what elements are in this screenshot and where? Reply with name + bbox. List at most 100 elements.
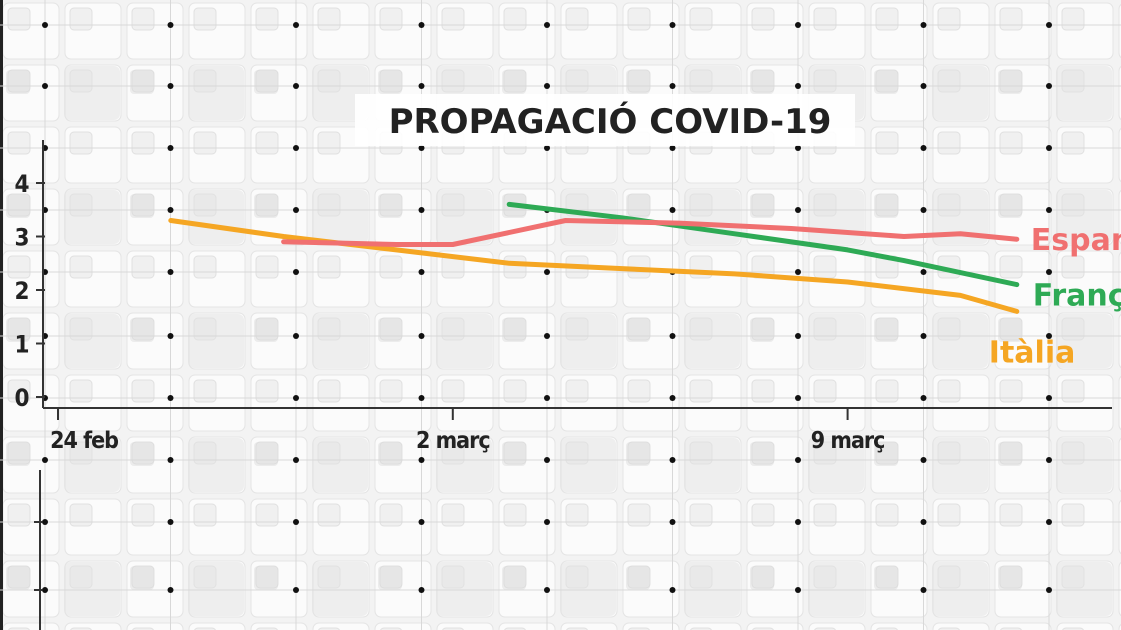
- grid-dot: [293, 519, 299, 525]
- grid-dot: [42, 22, 48, 28]
- grid-dot: [1046, 519, 1052, 525]
- y-tick-label: 0: [14, 384, 29, 412]
- grid-dot: [795, 457, 801, 463]
- y-tick-label: 1: [14, 331, 29, 359]
- grid-dot: [293, 145, 299, 151]
- grid-dot: [669, 587, 676, 593]
- grid-dot: [293, 22, 299, 28]
- grid-dot: [795, 145, 801, 151]
- grid-dot: [418, 22, 425, 28]
- grid-dot: [544, 395, 550, 401]
- grid-dot: [1046, 269, 1052, 275]
- grid-dot: [669, 83, 676, 89]
- grid-dot: [42, 83, 48, 89]
- grid-dot: [293, 457, 299, 463]
- grid-dot: [920, 519, 927, 525]
- grid-dot: [795, 22, 801, 28]
- grid-dot: [1046, 83, 1052, 89]
- grid-dot: [920, 145, 927, 151]
- grid-dot: [167, 587, 174, 593]
- grid-dot: [920, 395, 927, 401]
- grid-dots: [42, 22, 1052, 593]
- x-tick-label: 2 març: [416, 428, 490, 454]
- grid-dot: [167, 269, 174, 275]
- grid-dot: [544, 333, 550, 339]
- grid-dot: [920, 457, 927, 463]
- grid-dot: [167, 83, 174, 89]
- series-line-espanya: [281, 218, 1020, 247]
- grid-dot: [920, 22, 927, 28]
- grid-dot: [669, 145, 676, 151]
- grid-dot: [418, 145, 425, 151]
- grid-dot: [418, 519, 425, 525]
- grid-dot: [669, 457, 676, 463]
- grid-dot: [1046, 22, 1052, 28]
- y-tick-label: 3: [14, 224, 29, 252]
- series-label: Espanya: [1031, 223, 1121, 258]
- grid-dot: [42, 587, 48, 593]
- grid-dot: [418, 207, 425, 213]
- series-label: Itàlia: [989, 335, 1076, 370]
- grid-dot: [293, 395, 299, 401]
- grid-dot: [167, 457, 174, 463]
- grid-dot: [293, 333, 299, 339]
- grid-dot: [795, 269, 801, 275]
- grid-dot: [920, 333, 927, 339]
- grid-dot: [669, 207, 676, 213]
- grid-dot: [293, 207, 299, 213]
- grid-dot: [544, 587, 550, 593]
- grid-dot: [418, 333, 425, 339]
- x-tick-label: 9 març: [811, 428, 885, 454]
- grid-dot: [167, 207, 174, 213]
- grid-dot: [669, 333, 676, 339]
- grid-dot: [669, 519, 676, 525]
- frame-edge: [0, 0, 3, 630]
- grid-dot: [167, 22, 174, 28]
- grid-dot: [1046, 395, 1052, 401]
- grid-dot: [418, 457, 425, 463]
- grid-dot: [1046, 333, 1052, 339]
- grid-dot: [544, 457, 550, 463]
- grid-dot: [544, 269, 550, 275]
- grid-dot: [167, 333, 174, 339]
- grid-dot: [795, 519, 801, 525]
- series-lines: [168, 201, 1020, 314]
- grid-dot: [920, 83, 927, 89]
- grid-dot: [1046, 587, 1052, 593]
- grid-dot: [167, 395, 174, 401]
- series-labels: Itàlia França Espanya: [989, 223, 1121, 370]
- grid-dot: [418, 587, 425, 593]
- grid-dot: [795, 83, 801, 89]
- grid-dot: [42, 519, 48, 525]
- grid-dot: [418, 83, 425, 89]
- grid-dot: [293, 269, 299, 275]
- grid-dot: [920, 587, 927, 593]
- chart-title: PROPAGACIÓ COVID-19: [389, 101, 832, 142]
- series-label: França: [1033, 279, 1121, 314]
- grid-dot: [544, 22, 550, 28]
- grid-dot: [669, 22, 676, 28]
- grid-dot: [418, 269, 425, 275]
- grid-dot: [42, 457, 48, 463]
- grid-dot: [544, 145, 550, 151]
- series-line-frança: [506, 201, 1020, 288]
- grid-dot: [1046, 145, 1052, 151]
- y-tick-label: 2: [14, 277, 29, 305]
- grid-dot: [167, 145, 174, 151]
- grid-dot: [920, 269, 927, 275]
- grid-dot: [669, 395, 676, 401]
- grid-dot: [1046, 457, 1052, 463]
- y-ticks: 0 1 2 3 4: [14, 170, 45, 412]
- grid-dot: [293, 587, 299, 593]
- grid-dot: [795, 395, 801, 401]
- grid-dot: [544, 519, 550, 525]
- grid-dot: [167, 519, 174, 525]
- grid-dot: [293, 83, 299, 89]
- grid-dot: [920, 207, 927, 213]
- title-backdrop: [355, 94, 855, 146]
- grid-dot: [795, 207, 801, 213]
- grid-dot: [795, 587, 801, 593]
- grid-dot: [418, 395, 425, 401]
